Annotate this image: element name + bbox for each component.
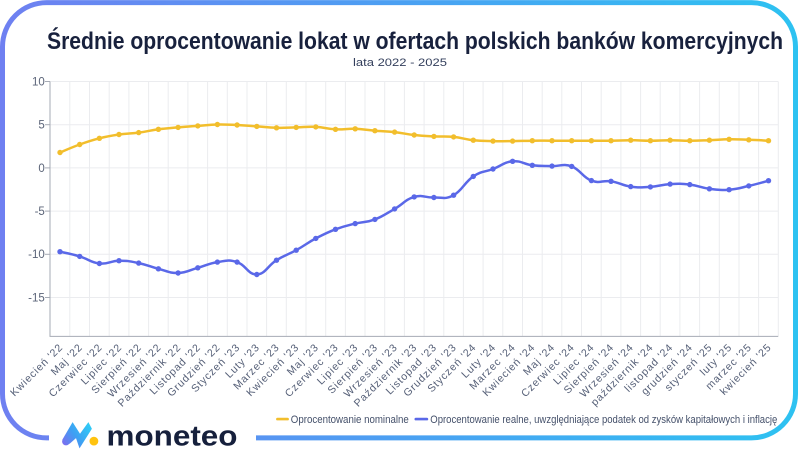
svg-text:0: 0 bbox=[38, 163, 44, 175]
svg-text:moneteo: moneteo bbox=[107, 421, 238, 450]
svg-text:-10: -10 bbox=[28, 249, 45, 261]
svg-text:5: 5 bbox=[38, 120, 44, 132]
svg-text:Średnie oprocentowanie lokat w: Średnie oprocentowanie lokat w ofertach … bbox=[47, 27, 783, 55]
svg-text:lata 2022 - 2025: lata 2022 - 2025 bbox=[353, 57, 447, 69]
svg-text:-15: -15 bbox=[28, 292, 45, 304]
svg-text:Oprocentowanie realne, uwzględ: Oprocentowanie realne, uwzględniające po… bbox=[430, 414, 777, 426]
svg-text:-5: -5 bbox=[35, 206, 45, 218]
svg-text:10: 10 bbox=[32, 76, 45, 88]
svg-text:Oprocentowanie nominalne: Oprocentowanie nominalne bbox=[291, 414, 409, 426]
